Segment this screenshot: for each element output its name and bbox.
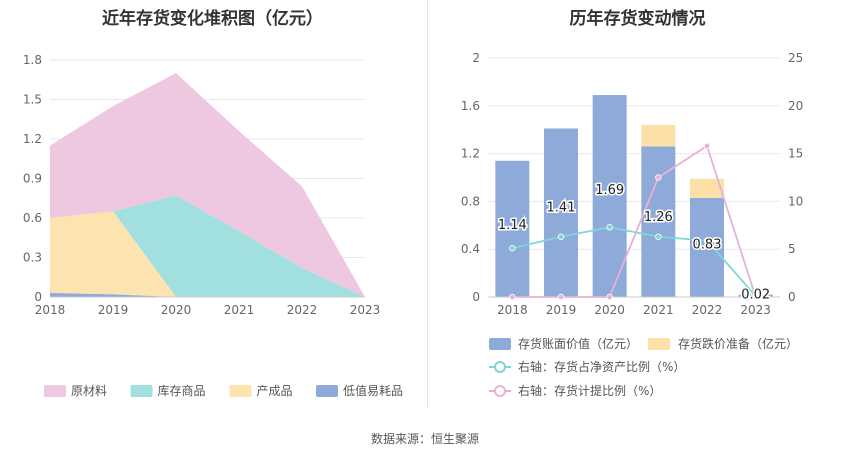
right-y-right-tick-label: 25	[788, 51, 803, 65]
right-x-tick-label: 2022	[692, 303, 723, 317]
panel-divider	[427, 0, 428, 408]
right-y-left-tick-label: 1.6	[461, 99, 480, 113]
line-point-0-2019	[557, 233, 565, 240]
legend-label-book-value: 存货账面价值（亿元）	[518, 336, 638, 351]
area-产成品	[50, 211, 365, 297]
bar-book-value-2019	[544, 128, 578, 297]
legend-label-库存商品: 库存商品	[158, 383, 206, 398]
bar-value-label: 1.41	[547, 201, 576, 216]
legend-label-impairment: 存货跌价准备（亿元）	[678, 336, 798, 351]
legend-swatch-book-value	[489, 338, 511, 350]
left-y-tick-label: 0.9	[23, 172, 42, 186]
right-x-tick-label: 2020	[594, 303, 625, 317]
line-point-0-2021	[655, 233, 662, 240]
bar-book-value-2021	[641, 146, 676, 297]
left-y-tick-label: 1.8	[23, 53, 42, 67]
legend-label-原材料: 原材料	[71, 384, 107, 398]
left-x-tick-label: 2019	[98, 303, 129, 317]
legend-swatch-原材料	[44, 385, 66, 397]
right-y-left-tick-label: 1.2	[461, 147, 480, 161]
right-x-tick-label: 2023	[740, 303, 771, 317]
line-右轴：存货计提比例（%）	[512, 144, 757, 298]
right-y-right-tick-label: 0	[788, 290, 796, 304]
left-x-tick-label: 2018	[35, 303, 66, 317]
right-y-right-tick-label: 15	[788, 147, 803, 161]
right-y-right-tick-label: 10	[788, 194, 803, 208]
legend-marker-0	[494, 361, 506, 373]
line-point-1-2021	[655, 174, 662, 181]
legend-swatch-impairment	[648, 338, 670, 350]
legend-swatch-库存商品	[130, 385, 153, 397]
legend-label-产成品: 产成品	[257, 384, 293, 398]
area-库存商品	[50, 195, 365, 297]
right-y-left-tick-label: 0	[472, 290, 480, 304]
bar-value-label: 1.26	[644, 210, 673, 225]
left-y-tick-label: 1.5	[23, 93, 42, 107]
line-point-0-2020	[606, 224, 613, 231]
right-x-tick-label: 2021	[643, 303, 674, 317]
left-y-tick-label: 0.3	[23, 251, 42, 265]
bar-impairment-2022	[690, 178, 724, 198]
line-point-0-2018	[509, 245, 516, 252]
bar-value-label: 0.02	[741, 288, 770, 303]
bar-value-label: 1.14	[498, 218, 527, 233]
line-point-1-2020	[606, 293, 613, 301]
area-低值易耗品	[50, 293, 365, 297]
line-point-1-2023	[752, 293, 759, 301]
right-y-left-tick-label: 2	[472, 51, 480, 65]
legend-label-低值易耗品: 低值易耗品	[343, 383, 403, 398]
left-x-tick-label: 2023	[350, 303, 381, 317]
left-y-tick-label: 0.6	[23, 211, 42, 225]
right-y-right-tick-label: 20	[788, 99, 803, 113]
right-y-left-tick-label: 0.4	[461, 242, 480, 256]
legend-marker-1	[494, 385, 506, 397]
legend-swatch-产成品	[229, 385, 252, 397]
left-y-tick-label: 1.2	[23, 132, 42, 146]
left-x-tick-label: 2020	[161, 303, 192, 317]
right-y-left-tick-label: 0.8	[461, 194, 480, 208]
line-右轴：存货占净资产比例（%）	[512, 226, 757, 297]
right-x-tick-label: 2019	[546, 303, 577, 317]
line-point-1-2018	[509, 293, 516, 301]
legend-label-line-0: 右轴：存货占净资产比例（%）	[518, 359, 685, 374]
line-point-0-2022	[703, 237, 711, 244]
line-point-1-2022	[703, 142, 711, 150]
legend-label-line-1: 右轴：存货计提比例（%）	[518, 383, 661, 398]
right-x-tick-label: 2018	[497, 303, 528, 317]
legend-swatch-低值易耗品	[316, 385, 338, 397]
bar-book-value-2020	[592, 95, 627, 297]
right-chart-title: 历年存货变动情况	[569, 9, 706, 29]
data-source: 数据来源：恒生聚源	[370, 432, 479, 446]
bar-value-label: 0.83	[693, 237, 722, 252]
bar-value-label: 1.69	[595, 183, 624, 198]
bar-book-value-2018	[495, 160, 530, 297]
left-x-tick-label: 2022	[287, 303, 318, 317]
bar-impairment-2021	[641, 124, 676, 147]
left-x-tick-label: 2021	[224, 303, 255, 317]
left-chart-title: 近年存货变化堆积图（亿元）	[102, 9, 323, 29]
left-y-tick-label: 0	[34, 290, 42, 304]
right-y-right-tick-label: 5	[788, 242, 796, 256]
bar-book-value-2022	[690, 197, 724, 297]
area-原材料	[50, 73, 365, 298]
line-point-1-2019	[557, 293, 565, 301]
